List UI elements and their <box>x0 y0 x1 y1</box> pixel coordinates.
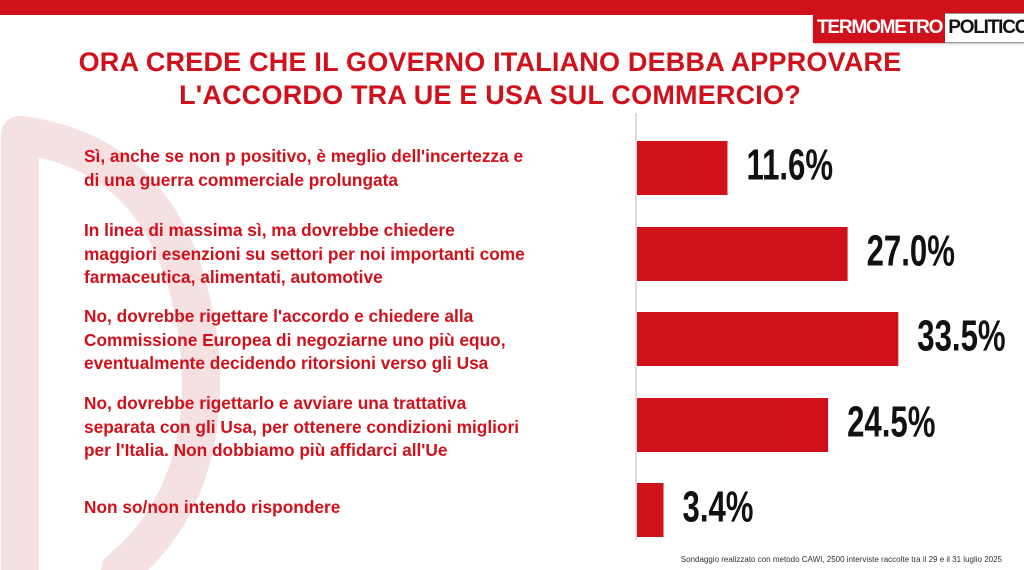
bar-3 <box>637 312 899 366</box>
category-label-3: No, dovrebbe rigettare l'accordo e chied… <box>84 305 634 376</box>
category-label-4-line-3: per l'Italia. Non dobbiamo più affidarci… <box>84 440 448 460</box>
logo-part-politico: POLITICO <box>945 13 1024 43</box>
category-label-3-line-3: eventualmente decidendo ritorsioni verso… <box>84 353 489 373</box>
category-label-2: In linea di massima sì, ma dovrebbe chie… <box>84 219 634 290</box>
chart-title-line-2: L'ACCORDO TRA UE E USA SUL COMMERCIO? <box>179 80 801 110</box>
category-label-3-line-1: No, dovrebbe rigettare l'accordo e chied… <box>84 306 474 326</box>
value-label-2: 27.0% <box>867 228 955 276</box>
category-label-4-line-2: separata con gli Usa, per ottenere condi… <box>84 416 520 437</box>
category-label-1-line-1: Sì, anche se non p positivo, è meglio de… <box>84 146 524 166</box>
category-label-5: Non so/non intendo rispondere <box>84 496 634 520</box>
brand-logo: TERMOMETRO POLITICO <box>813 13 1024 43</box>
chart-title-line-1: ORA CREDE CHE IL GOVERNO ITALIANO DEBBA … <box>78 47 902 77</box>
category-label-4-line-1: No, dovrebbe rigettarlo e avviare una tr… <box>84 393 467 413</box>
value-label-3: 33.5% <box>917 313 1005 361</box>
category-label-1: Sì, anche se non p positivo, è meglio de… <box>84 145 634 192</box>
logo-part-termometro: TERMOMETRO <box>813 13 946 43</box>
background-watermark-icon <box>1 116 220 570</box>
bar-1 <box>637 141 728 195</box>
category-label-2-line-1: In linea di massima sì, ma dovrebbe chie… <box>84 220 455 240</box>
category-label-4: No, dovrebbe rigettarlo e avviare una tr… <box>84 392 634 463</box>
top-accent-bar <box>0 0 1024 15</box>
category-label-5-line-1: Non so/non intendo rispondere <box>84 497 341 517</box>
bar-5 <box>637 483 664 537</box>
value-label-1: 11.6% <box>746 142 833 190</box>
category-label-3-line-2: Commissione Europea di negoziarne uno pi… <box>84 329 506 350</box>
value-label-5: 3.4% <box>683 484 754 532</box>
value-label-4: 24.5% <box>847 399 935 447</box>
bar-2 <box>637 227 848 281</box>
footnote: Sondaggio realizzato con metodo CAWI, 25… <box>680 555 1002 564</box>
category-label-1-line-2: di una guerra commerciale prolungata <box>84 169 399 190</box>
category-label-2-line-3: farmaceutica, alimentati, automotive <box>84 267 383 287</box>
chart-title: ORA CREDE CHE IL GOVERNO ITALIANO DEBBA … <box>20 46 960 112</box>
category-label-2-line-2: maggiori esenzioni su settori per noi im… <box>84 243 525 264</box>
bar-4 <box>637 398 829 452</box>
